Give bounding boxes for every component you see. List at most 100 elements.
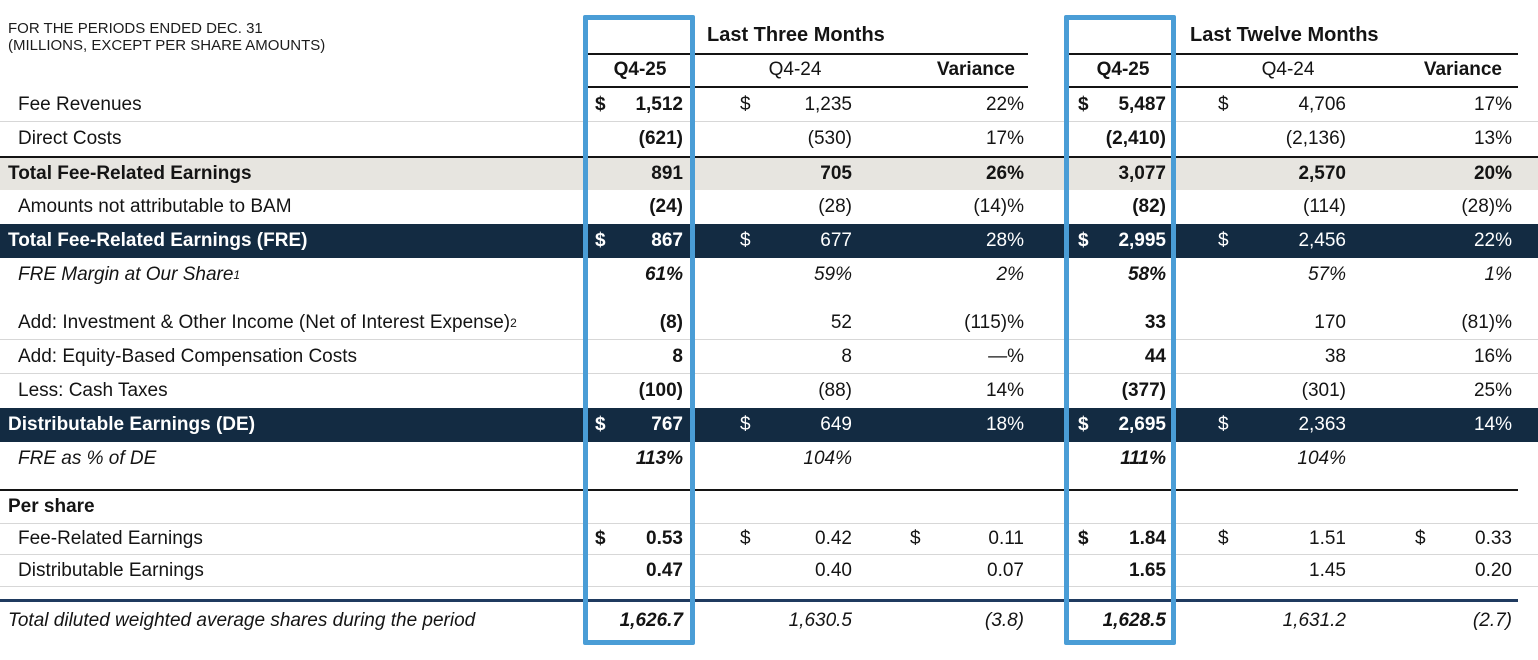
cell-q425: (8) [659, 311, 683, 333]
cell-varl [855, 442, 1028, 476]
cell-varr: 17% [1473, 93, 1512, 115]
cell-q425: $0.53 [595, 528, 683, 549]
cell-q424l: $1,235 [740, 93, 852, 115]
cell-q424r: 1,631.2 [1282, 610, 1346, 631]
column-header-variance-left: Variance [936, 59, 1015, 80]
cell-q425: 891 [651, 163, 683, 184]
cell-q425: 113% [635, 448, 683, 469]
cell-varl: 26% [985, 163, 1024, 184]
column-header-variance-right: Variance [1423, 59, 1502, 80]
cell-q424r: $2,363 [1218, 414, 1346, 435]
row-label: Distributable Earnings [18, 559, 204, 581]
cell-varr: (81)% [1461, 311, 1512, 333]
cell-varl: 0.07 [987, 559, 1024, 581]
cell-q424l: 8 [841, 345, 852, 367]
row-label: Total Fee-Related Earnings (FRE) [8, 230, 308, 251]
header-underline [1068, 86, 1518, 88]
cell-q424r [1178, 491, 1350, 523]
cell-varr [1350, 491, 1518, 523]
cell-q424l: (88) [818, 380, 852, 401]
row-label: Add: Equity-Based Compensation Costs [18, 345, 358, 367]
cell-q425r: (82) [1132, 196, 1166, 217]
cell-q425: $1,512 [595, 93, 683, 115]
cell-varl: 14% [985, 380, 1024, 401]
row-label: Amounts not attributable to BAM [18, 196, 292, 217]
cell-q425: $767 [595, 414, 683, 435]
cell-q424r: $4,706 [1218, 93, 1346, 115]
row-label: Fee-Related Earnings [18, 528, 203, 549]
table-header: FOR THE PERIODS ENDED DEC. 31 (MILLIONS,… [0, 15, 1538, 88]
table-body: Fee Revenues $1,512 $1,235 22% $5,487 $4,706 1… [0, 88, 1538, 640]
group-title-last-three-months: Last Three Months [707, 24, 885, 46]
table-row: Amounts not attributable to BAM (24) (28) (… [0, 190, 1538, 224]
cell-varr: (2.7) [1472, 610, 1512, 631]
cell-q425: 0.47 [646, 559, 683, 581]
table-row: Less: Cash Taxes (100) (88) 14% (377) (301) 25… [0, 374, 1538, 408]
period-title: FOR THE PERIODS ENDED DEC. 31 (MILLIONS,… [8, 20, 325, 54]
cell-q424l: $0.42 [740, 528, 852, 549]
cell-q424l: 1,630.5 [788, 610, 852, 631]
cell-varl: $0.11 [910, 528, 1024, 549]
cell-q425: (24) [649, 196, 683, 217]
table-row: Add: Investment & Other Income (Net of I… [0, 306, 1538, 340]
cell-varl: 2% [996, 264, 1024, 285]
cell-q424r: (2,136) [1285, 128, 1346, 149]
table-row: Total diluted weighted average shares du… [0, 602, 1538, 640]
period-title-line2: (MILLIONS, EXCEPT PER SHARE AMOUNTS) [8, 37, 326, 54]
cell-varl: (14)% [973, 196, 1024, 217]
cell-varl: 18% [985, 414, 1024, 435]
header-underline [585, 53, 1028, 55]
cell-q424l: 0.40 [815, 559, 852, 581]
cell-varl: 22% [985, 93, 1024, 115]
column-header-q424-right: Q4-24 [1261, 59, 1315, 80]
cell-q425r: 58% [1127, 264, 1166, 285]
cell-q424r: 57% [1307, 264, 1346, 285]
row-label: Total Fee-Related Earnings [8, 163, 252, 184]
cell-q424r: 2,570 [1298, 163, 1346, 184]
cell-varr: (28)% [1461, 196, 1512, 217]
cell-varr: 16% [1473, 345, 1512, 367]
cell-q425r: (2,410) [1105, 128, 1166, 149]
cell-q425r: 3,077 [1118, 163, 1166, 184]
row-label: FRE as % of DE [18, 448, 157, 469]
table-row: Total Fee-Related Earnings (FRE) $867 $677… [0, 224, 1538, 258]
cell-q424l: (530) [807, 128, 852, 149]
cell-q424l: $649 [740, 414, 852, 435]
cell-q424l: $677 [740, 230, 852, 251]
table-row: Fee-Related Earnings $0.53 $0.42 $0.11 $1.84… [0, 523, 1538, 555]
row-label: Less: Cash Taxes [18, 380, 168, 401]
cell-q424r: $1.51 [1218, 528, 1346, 549]
cell-q425r: 1.65 [1129, 559, 1166, 581]
cell-q424r: (114) [1303, 196, 1346, 217]
row-label: Fee Revenues [18, 93, 142, 115]
cell-q424l: 705 [820, 163, 852, 184]
cell-varl: —% [988, 345, 1024, 367]
cell-q424r: 104% [1297, 448, 1346, 469]
cell-q424l: 59% [813, 264, 852, 285]
footer-divider [0, 599, 1518, 602]
cell-q424r: 170 [1314, 311, 1346, 333]
cell-varl: 28% [985, 230, 1024, 251]
cell-q425r: $2,995 [1078, 230, 1166, 251]
cell-varl: 17% [985, 128, 1024, 149]
cell-varr: 13% [1473, 128, 1512, 149]
row-label: Direct Costs [18, 128, 122, 149]
cell-q425r: $1.84 [1078, 528, 1166, 549]
cell-varr [1350, 442, 1518, 476]
header-underline [585, 86, 1028, 88]
cell-varr: $0.33 [1415, 528, 1512, 549]
table-row: Distributable Earnings (DE) $767 $649 18% $2… [0, 408, 1538, 442]
cell-q425: (621) [638, 128, 683, 149]
row-label: Total diluted weighted average shares du… [8, 610, 476, 631]
cell-q424r: (301) [1301, 380, 1346, 401]
table-row: Distributable Earnings 0.47 0.40 0.07 1.65 1.… [0, 555, 1538, 587]
table-row: Add: Equity-Based Compensation Costs 8 8 —%… [0, 340, 1538, 374]
cell-q425: 61% [644, 264, 683, 285]
cell-q424l: (28) [818, 196, 852, 217]
cell-q425r: $5,487 [1078, 93, 1166, 115]
cell-varr: 25% [1473, 380, 1512, 401]
cell-q425r [1028, 491, 1178, 523]
group-title-last-twelve-months: Last Twelve Months [1190, 24, 1379, 46]
cell-q425: (100) [638, 380, 683, 401]
